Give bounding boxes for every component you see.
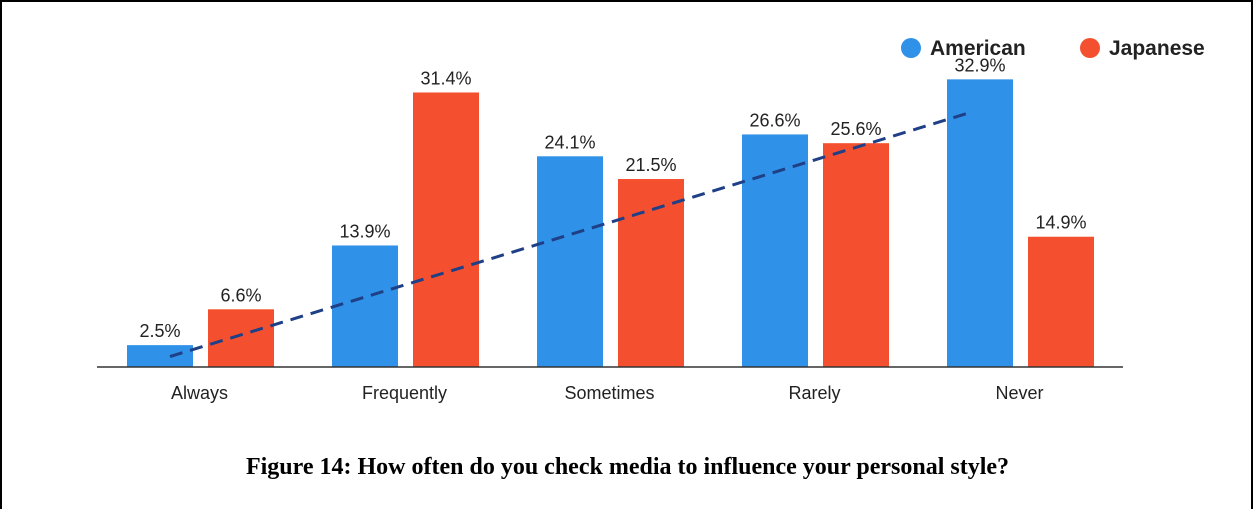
value-label-american-sometimes: 24.1% <box>544 132 595 152</box>
value-label-japanese-sometimes: 21.5% <box>625 155 676 175</box>
bars-group <box>127 79 1094 368</box>
legend-label-american: American <box>930 37 1026 60</box>
value-label-japanese-never: 14.9% <box>1035 213 1086 233</box>
legend: American Japanese <box>901 37 1205 60</box>
value-label-american-frequently: 13.9% <box>339 221 390 241</box>
value-label-japanese-frequently: 31.4% <box>420 68 471 88</box>
bar-american-frequently <box>332 245 398 367</box>
x-tick-label-sometimes: Sometimes <box>564 383 654 403</box>
figure-caption: Figure 14: How often do you check media … <box>245 454 1010 480</box>
bar-american-never <box>947 79 1013 368</box>
x-tick-label-frequently: Frequently <box>362 383 447 403</box>
value-label-japanese-rarely: 25.6% <box>830 119 881 139</box>
bar-american-sometimes <box>537 156 603 367</box>
value-label-american-rarely: 26.6% <box>749 110 800 130</box>
legend-marker-american <box>901 38 921 58</box>
bar-japanese-never <box>1028 236 1094 367</box>
legend-label-japanese: Japanese <box>1109 37 1205 60</box>
bar-chart: American Japanese 2.5% 6.6% 13.9% 31.4% 24.1… <box>97 37 1205 403</box>
value-label-american-always: 2.5% <box>139 321 180 341</box>
value-labels-group: 2.5% 6.6% 13.9% 31.4% 24.1% 21.5% 26.6% 25.6% 32… <box>139 55 1086 341</box>
x-tick-label-always: Always <box>171 383 228 403</box>
x-tick-label-never: Never <box>995 383 1043 403</box>
x-tick-labels-group: Always Frequently Sometimes Rarely Never <box>171 383 1044 403</box>
bar-japanese-rarely <box>823 143 889 367</box>
value-label-american-never: 32.9% <box>954 55 1005 75</box>
bar-american-rarely <box>742 134 808 367</box>
trend-line <box>169 111 971 358</box>
x-tick-label-rarely: Rarely <box>788 383 840 403</box>
bar-japanese-sometimes <box>618 179 684 367</box>
legend-marker-japanese <box>1080 38 1100 58</box>
bar-american-always <box>127 345 193 367</box>
bar-japanese-always <box>208 309 274 367</box>
bar-japanese-frequently <box>413 92 479 367</box>
value-label-japanese-always: 6.6% <box>220 285 261 305</box>
